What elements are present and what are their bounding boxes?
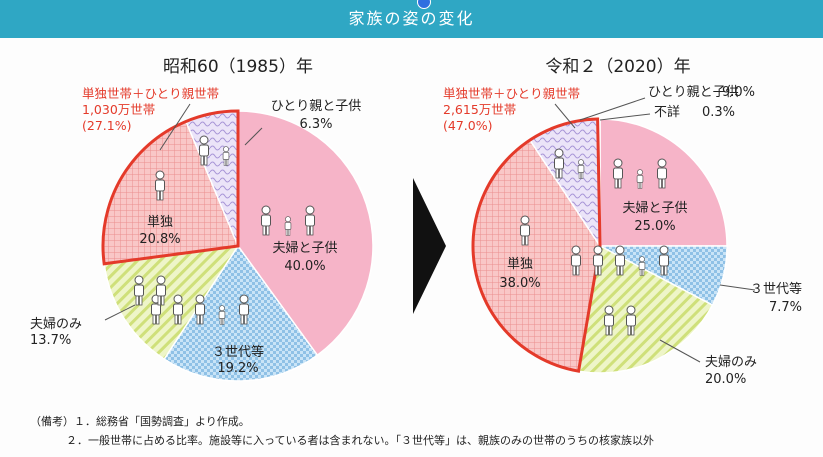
highlight-leader-line bbox=[554, 103, 576, 129]
slice-value-couple-children: 40.0% bbox=[284, 259, 325, 274]
leader-line-single-parent bbox=[579, 97, 646, 121]
leader-line-couple-only bbox=[659, 339, 701, 363]
slice-label-three-gen: ３世代等 bbox=[212, 344, 264, 360]
transition-arrow bbox=[413, 178, 446, 314]
slice-value-three-gen: 7.7% bbox=[769, 300, 802, 315]
slice-label-couple-children: 夫婦と子供 bbox=[272, 240, 337, 256]
leader-line-unknown bbox=[599, 113, 651, 121]
highlight-label-2020-line2: 2,615万世帯 bbox=[443, 102, 516, 117]
pie-charts: 夫婦と子供40.0%３世代等19.2%夫婦のみ13.7%単独20.8%ひとり親と… bbox=[30, 57, 802, 387]
pie-slice-couple_children bbox=[237, 110, 374, 357]
slice-label-unknown: 不詳 bbox=[654, 104, 680, 120]
leader-line-couple-only bbox=[104, 304, 136, 321]
highlight-label-1985-line3: (27.1%) bbox=[82, 118, 131, 133]
slice-label-couple-only: 夫婦のみ bbox=[705, 354, 757, 370]
highlight-label-1985-line2: 1,030万世帯 bbox=[82, 102, 155, 117]
page-title: 家族の姿の変化 bbox=[348, 9, 475, 28]
pie-slice-couple_only bbox=[103, 245, 240, 361]
pie-chart-2020: 夫婦と子供 25.0% ３世代等 7.7% 夫婦のみ 20.0% 単独 38.0% ひとり親と子… bbox=[471, 85, 802, 387]
highlight-label-2020-line3: (47.0%) bbox=[443, 118, 492, 133]
leader-line-single-parent bbox=[244, 127, 263, 146]
slice-label-single-parent: ひとり親と子供 bbox=[271, 99, 362, 114]
slice-label-couple-only: 夫婦のみ bbox=[30, 316, 82, 332]
slice-label-couple-children: 夫婦と子供 bbox=[622, 200, 687, 216]
slice-value-three-gen: 19.2% bbox=[217, 361, 258, 376]
chart-title-2020: 令和２（2020）年 bbox=[545, 57, 690, 77]
slice-label-single-parent: ひとり親と子供 bbox=[648, 85, 739, 100]
slice-value-couple-only: 20.0% bbox=[705, 372, 746, 387]
note-line-2: ２．一般世帯に占める比率。施設等に入っている者は含まれない。「３世代等」は、親族… bbox=[66, 434, 654, 447]
chart-area: 夫婦と子供 40.0% ３世代等 19.2% 夫婦のみ 13.7% 単独 20.8% ひとり親と… bbox=[0, 38, 823, 457]
highlight-outline bbox=[101, 109, 240, 266]
highlight-label-1985-line1: 単独世帯＋ひとり親世帯 bbox=[82, 86, 219, 101]
slice-value-single-parent: 9.0% bbox=[722, 85, 755, 100]
highlight-outline bbox=[471, 117, 602, 373]
highlight-leader-line bbox=[159, 103, 191, 151]
resize-handle-top[interactable] bbox=[417, 0, 431, 9]
chart-title-1985: 昭和60（1985）年 bbox=[163, 57, 313, 77]
slice-value-single-parent: 6.3% bbox=[299, 117, 332, 132]
highlight-label-2020-line1: 単独世帯＋ひとり親世帯 bbox=[443, 86, 580, 101]
leader-line-three-gen bbox=[719, 284, 756, 291]
note-line-1: （備考）１．総務省「国勢調査」より作成。 bbox=[30, 415, 250, 428]
slice-value-couple-children: 25.0% bbox=[634, 219, 675, 234]
slice-label-three-gen: ３世代等 bbox=[750, 281, 802, 297]
header-bar bbox=[0, 0, 823, 38]
pie-slice-couple_only bbox=[577, 244, 714, 374]
slice-label-single: 単独 bbox=[507, 256, 533, 272]
slice-value-single: 20.8% bbox=[139, 232, 180, 247]
slice-label-single: 単独 bbox=[147, 214, 173, 230]
slice-value-couple-only: 13.7% bbox=[30, 333, 71, 348]
slice-value-unknown: 0.3% bbox=[702, 105, 735, 120]
slice-value-single: 38.0% bbox=[499, 276, 540, 291]
